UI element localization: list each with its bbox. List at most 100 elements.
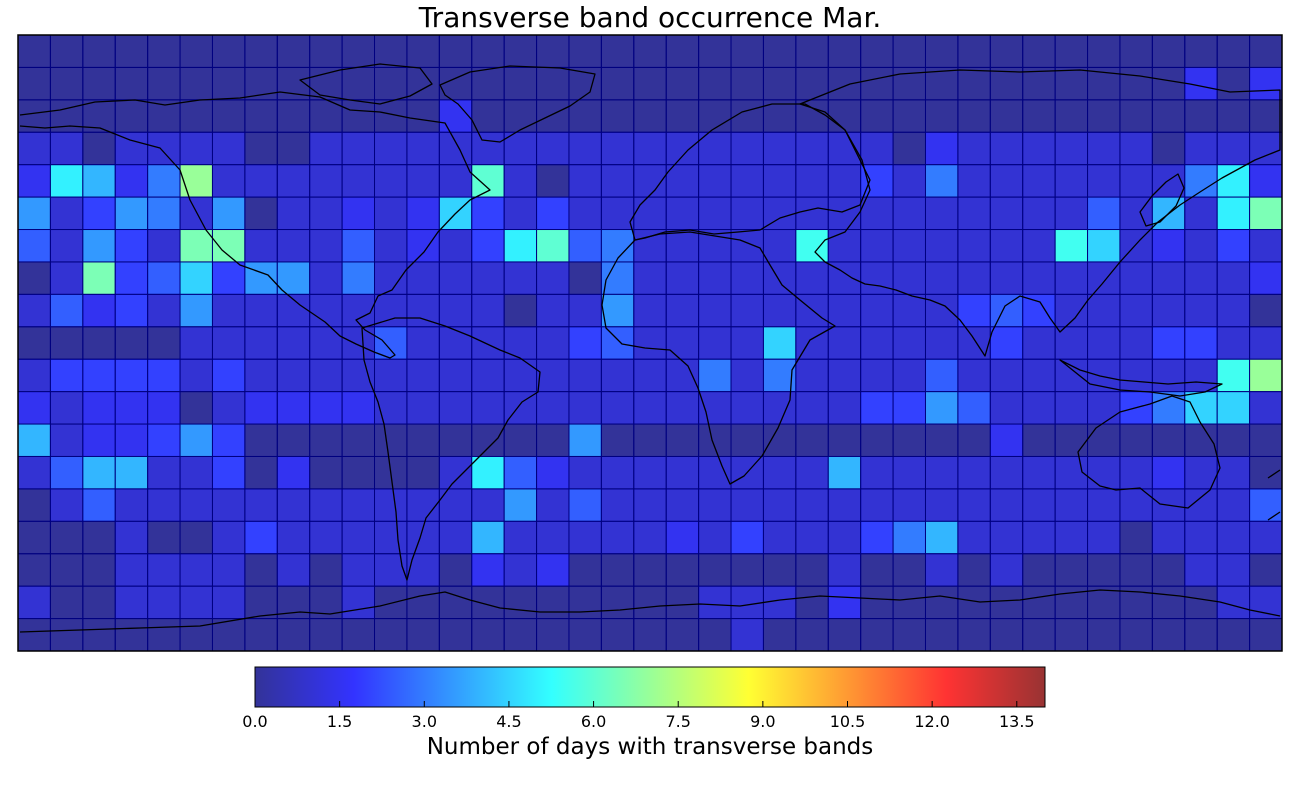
heatmap-cell (211, 326, 246, 360)
heatmap-cell (1087, 131, 1121, 166)
heatmap-cell (1119, 293, 1153, 328)
heatmap-cell (503, 488, 538, 522)
heatmap-cell (114, 455, 149, 490)
heatmap-cell (892, 131, 926, 166)
heatmap-cell (989, 455, 1024, 490)
heatmap-cell (924, 520, 959, 555)
heatmap-cell (374, 358, 408, 393)
heatmap-cell (600, 99, 635, 133)
heatmap-cell (17, 618, 51, 652)
heatmap-cell (341, 326, 376, 360)
heatmap-cell (374, 229, 408, 263)
heatmap-cell (1184, 488, 1218, 522)
heatmap-cell (827, 391, 862, 425)
heatmap-cell (211, 488, 246, 522)
heatmap-cell (114, 618, 149, 652)
heatmap-cell (82, 391, 116, 425)
heatmap-cell (471, 326, 505, 360)
heatmap-cell (341, 391, 376, 425)
heatmap-cell (17, 585, 51, 620)
heatmap-cell (438, 326, 473, 360)
heatmap-cell (309, 455, 343, 490)
heatmap-cell (276, 520, 311, 555)
heatmap-cell (438, 261, 473, 295)
heatmap-cell (406, 423, 440, 457)
heatmap-cell (406, 196, 440, 231)
heatmap-cell (82, 455, 116, 490)
heatmap-cell (600, 293, 635, 328)
heatmap-cell (114, 423, 149, 457)
heatmap-cell (503, 553, 538, 587)
heatmap-cell (892, 585, 926, 620)
heatmap-cell (1184, 553, 1218, 587)
heatmap-cell (568, 196, 602, 231)
heatmap-cell (665, 34, 700, 68)
heatmap-cell (665, 326, 700, 360)
heatmap-cell (179, 618, 213, 652)
heatmap-cell (341, 99, 376, 133)
heatmap-cell (1216, 326, 1251, 360)
heatmap-cell (600, 618, 635, 652)
greenland-coast (439, 65, 596, 143)
heatmap-cell (762, 131, 797, 166)
heatmap-cell (762, 229, 797, 263)
heatmap-cell (1087, 391, 1121, 425)
heatmap-cell (1151, 131, 1186, 166)
heatmap-cell (211, 196, 246, 231)
heatmap-cell (374, 293, 408, 328)
heatmap-cell (438, 293, 473, 328)
heatmap-cell (341, 66, 376, 101)
heatmap-cell (568, 131, 602, 166)
heatmap-cell (1216, 131, 1251, 166)
heatmap-cell (1151, 99, 1186, 133)
heatmap-cell (82, 488, 116, 522)
heatmap-cell (1184, 99, 1218, 133)
heatmap-cell (244, 585, 278, 620)
heatmap-cell (1184, 229, 1218, 263)
heatmap-cell (1119, 66, 1153, 101)
heatmap-cell (17, 391, 51, 425)
heatmap-cell (1119, 164, 1153, 198)
heatmap-cell (827, 326, 862, 360)
heatmap-cell (374, 196, 408, 231)
heatmap-cell (1249, 553, 1283, 587)
colorbar (255, 667, 1045, 707)
heatmap-cell (503, 66, 538, 101)
heatmap-cell (82, 618, 116, 652)
heatmap-cell (698, 585, 732, 620)
heatmap-cell (374, 585, 408, 620)
heatmap-cell (471, 131, 505, 166)
heatmap-cell (147, 553, 181, 587)
heatmap-cell (147, 293, 181, 328)
heatmap-cell (1054, 585, 1089, 620)
heatmap-cell (82, 520, 116, 555)
heatmap-cell (957, 131, 991, 166)
heatmap-cell (568, 520, 602, 555)
heatmap-cell (568, 261, 602, 295)
heatmap-cell (147, 618, 181, 652)
heatmap-cell (471, 488, 505, 522)
heatmap-cell (114, 196, 149, 231)
heatmap-cell (924, 34, 959, 68)
heatmap-cell (730, 488, 764, 522)
heatmap-cell (665, 196, 700, 231)
heatmap-cell (957, 520, 991, 555)
heatmap-cell (309, 196, 343, 231)
heatmap-cell (600, 488, 635, 522)
heatmap-cell (698, 261, 732, 295)
heatmap-cell (309, 618, 343, 652)
heatmap-cell (1184, 164, 1218, 198)
heatmap-cell (211, 585, 246, 620)
heatmap-cell (1249, 34, 1283, 68)
heatmap-cell (1119, 261, 1153, 295)
heatmap-cell (957, 99, 991, 133)
heatmap-cell (1184, 261, 1218, 295)
heatmap-cell (82, 423, 116, 457)
heatmap-cell (536, 455, 570, 490)
heatmap-cell (1249, 520, 1283, 555)
heatmap-cell (1249, 618, 1283, 652)
heatmap-cell (114, 164, 149, 198)
heatmap-cell (341, 34, 376, 68)
heatmap-cell (924, 488, 959, 522)
heatmap-cell (665, 261, 700, 295)
